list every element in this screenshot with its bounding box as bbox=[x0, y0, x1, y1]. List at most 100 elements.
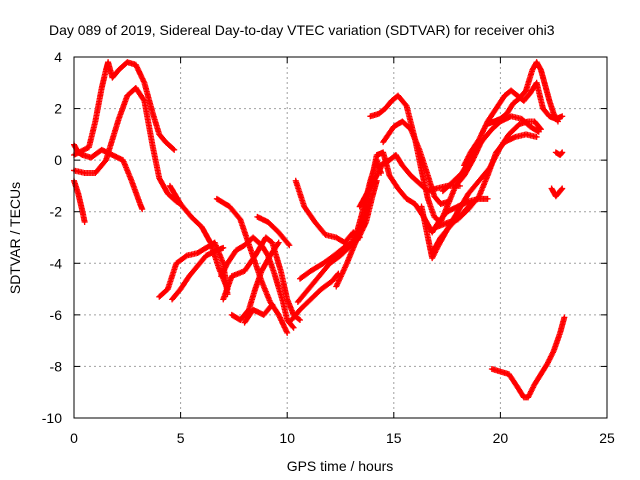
data-point bbox=[111, 138, 114, 141]
data-point bbox=[535, 60, 538, 64]
data-point bbox=[558, 331, 562, 335]
data-point bbox=[204, 254, 208, 257]
data-point bbox=[375, 174, 378, 177]
data-point bbox=[469, 151, 472, 154]
data-point bbox=[529, 125, 532, 128]
data-point bbox=[330, 280, 334, 283]
data-point bbox=[219, 274, 223, 278]
data-point bbox=[524, 89, 528, 92]
data-point bbox=[298, 318, 302, 322]
data-point bbox=[273, 272, 276, 275]
data-point bbox=[533, 383, 536, 386]
data-point bbox=[117, 68, 120, 72]
data-point bbox=[286, 298, 289, 301]
data-point bbox=[339, 254, 342, 257]
series-arc-14 bbox=[288, 270, 342, 324]
data-point bbox=[352, 231, 355, 234]
data-point bbox=[277, 241, 280, 244]
data-point bbox=[247, 308, 251, 311]
data-point bbox=[522, 99, 526, 103]
data-point bbox=[281, 300, 285, 304]
data-point bbox=[396, 187, 400, 190]
data-point bbox=[486, 122, 489, 126]
data-point bbox=[462, 174, 466, 177]
data-point bbox=[522, 396, 526, 399]
data-point bbox=[426, 197, 430, 201]
y-axis-label: SDTVAR / TECUs bbox=[7, 182, 23, 294]
data-point bbox=[309, 269, 312, 273]
y-tick-label: 0 bbox=[54, 152, 62, 168]
data-point bbox=[448, 220, 451, 224]
series-arc-30 bbox=[488, 314, 568, 401]
data-point bbox=[288, 244, 291, 247]
data-point bbox=[100, 86, 103, 90]
data-point bbox=[226, 262, 229, 265]
data-point bbox=[514, 135, 517, 139]
data-point bbox=[435, 187, 438, 190]
data-point bbox=[313, 220, 317, 224]
data-point bbox=[151, 112, 155, 115]
data-point bbox=[337, 272, 340, 275]
data-point bbox=[94, 171, 97, 175]
data-point bbox=[492, 120, 496, 123]
data-point bbox=[499, 370, 502, 373]
series-arc-7 bbox=[166, 182, 231, 293]
data-point bbox=[392, 125, 395, 128]
data-point bbox=[286, 318, 289, 322]
data-point bbox=[83, 171, 86, 175]
data-point bbox=[106, 60, 110, 64]
data-point bbox=[166, 192, 170, 195]
data-point bbox=[441, 189, 445, 193]
data-point bbox=[516, 385, 519, 389]
data-point bbox=[271, 241, 274, 244]
data-point bbox=[548, 115, 551, 118]
data-point bbox=[243, 269, 246, 273]
data-point bbox=[158, 133, 161, 136]
data-point bbox=[558, 153, 562, 157]
data-point bbox=[456, 210, 459, 213]
data-point bbox=[87, 146, 91, 149]
data-point bbox=[401, 164, 404, 167]
data-point bbox=[430, 256, 434, 260]
data-point bbox=[222, 246, 225, 250]
data-point bbox=[158, 295, 161, 299]
y-tick-label: -4 bbox=[50, 255, 63, 271]
data-point bbox=[388, 174, 391, 177]
data-point bbox=[271, 303, 274, 306]
data-point bbox=[292, 326, 295, 329]
data-point bbox=[104, 68, 108, 72]
x-tick-label: 10 bbox=[279, 430, 295, 446]
data-point bbox=[433, 195, 436, 198]
data-point bbox=[143, 99, 146, 103]
data-point bbox=[303, 205, 306, 208]
data-point bbox=[529, 91, 532, 95]
data-point bbox=[228, 205, 231, 208]
data-point bbox=[539, 372, 543, 376]
data-point bbox=[381, 140, 385, 144]
data-point bbox=[213, 241, 216, 244]
data-point bbox=[196, 251, 199, 255]
data-point bbox=[477, 195, 481, 198]
data-point bbox=[435, 225, 438, 229]
data-point bbox=[358, 205, 361, 208]
data-point bbox=[388, 158, 391, 162]
data-point bbox=[503, 94, 506, 97]
data-point bbox=[320, 287, 323, 291]
data-point bbox=[138, 202, 142, 206]
data-point bbox=[204, 246, 208, 250]
data-point bbox=[307, 287, 310, 291]
data-point bbox=[345, 262, 349, 265]
data-point bbox=[401, 120, 404, 123]
data-point bbox=[537, 130, 540, 133]
data-point bbox=[546, 362, 549, 366]
data-point bbox=[268, 300, 272, 304]
data-point bbox=[511, 102, 515, 105]
series-arc-27 bbox=[484, 59, 561, 128]
data-point bbox=[450, 182, 453, 185]
data-point bbox=[230, 274, 233, 278]
series-arc-12 bbox=[241, 301, 276, 326]
data-point bbox=[77, 192, 80, 195]
data-point bbox=[367, 189, 370, 193]
data-point bbox=[143, 81, 146, 84]
